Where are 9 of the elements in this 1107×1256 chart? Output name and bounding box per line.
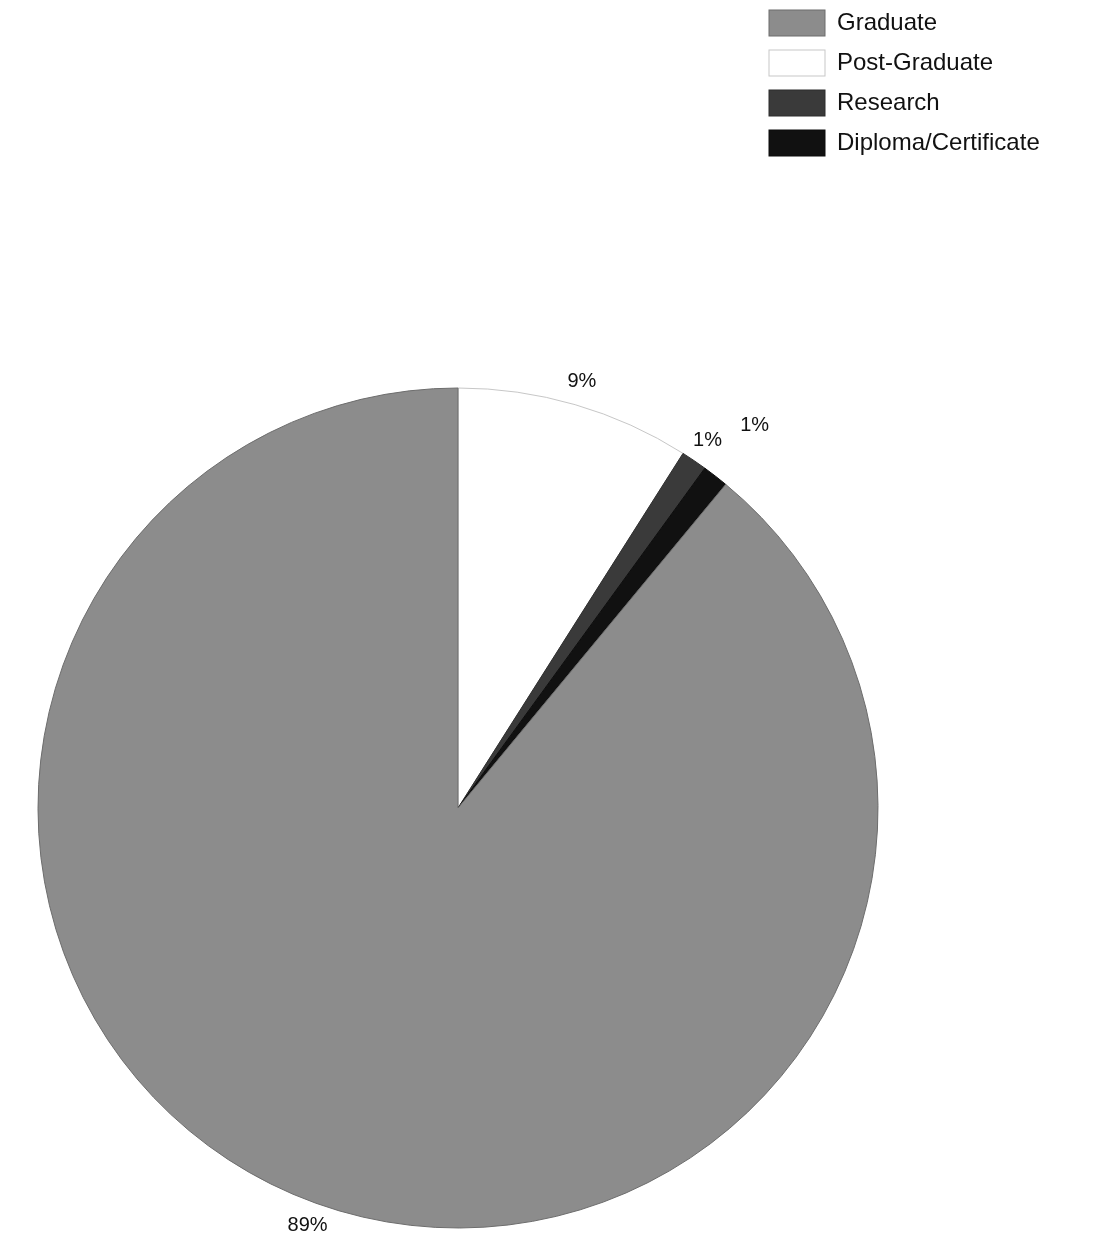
data-label: 1%	[740, 412, 770, 435]
legend-label: Research	[837, 88, 940, 116]
data-label: 89%	[287, 1213, 328, 1236]
data-label: 9%	[567, 368, 597, 391]
legend-label: Graduate	[837, 8, 938, 36]
legend-label: Diploma/Certificate	[837, 128, 1040, 156]
pie-slice	[37, 387, 879, 1229]
legend-label: Post-Graduate	[837, 48, 994, 76]
data-label: 1%	[693, 428, 723, 451]
